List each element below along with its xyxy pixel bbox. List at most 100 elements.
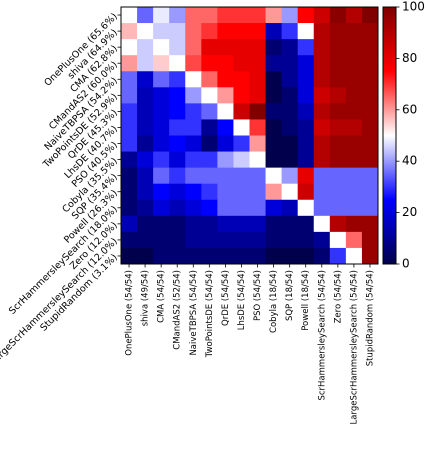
heatmap-cell: [361, 199, 379, 217]
heatmap-cell: [281, 7, 299, 24]
heatmap-cell: [361, 103, 379, 120]
heatmap-cell: [249, 7, 266, 24]
heatmap-cell: [281, 151, 299, 169]
heatmap-cell: [121, 39, 138, 56]
heatmap-cell: [233, 215, 250, 233]
column-label: CMA (54/54): [157, 270, 167, 323]
heatmap-cell: [169, 7, 186, 24]
heatmap-cell: [153, 215, 170, 233]
heatmap-cell: [217, 135, 234, 152]
heatmap-cell: [265, 199, 283, 217]
heatmap-cell: [313, 103, 331, 120]
heatmap-cell: [361, 23, 379, 40]
heatmap-cell: [281, 199, 299, 217]
colorbar-tick-label: 80: [402, 51, 417, 65]
heatmap-cell: [265, 231, 283, 249]
column-label: PSO (54/54): [253, 270, 263, 321]
heatmap-cell: [313, 7, 331, 24]
heatmap-cell: [233, 7, 250, 24]
colorbar-tick-label: 60: [402, 102, 417, 116]
heatmap-cell: [361, 39, 379, 56]
heatmap-cell: [313, 167, 331, 185]
heatmap-cell: [313, 71, 331, 88]
heatmap-cell: [233, 119, 250, 136]
heatmap-cell: [201, 23, 218, 40]
heatmap-cell: [329, 71, 347, 88]
colorbar-tick-label: 0: [402, 257, 410, 271]
heatmap-cell: [153, 167, 170, 185]
heatmap-cell: [137, 231, 154, 249]
heatmap-cell: [201, 71, 218, 88]
heatmap-cell: [185, 199, 202, 217]
heatmap-cell: [233, 231, 250, 249]
heatmap-cell: [297, 247, 315, 265]
heatmap-cell: [313, 119, 331, 136]
heatmap-cell: [121, 87, 138, 104]
heatmap-cell: [361, 119, 379, 136]
heatmap-cell: [201, 151, 218, 169]
heatmap-cell: [217, 23, 234, 40]
heatmap-cell: [249, 135, 266, 152]
heatmap-cell: [297, 87, 315, 104]
heatmap-cell: [345, 215, 363, 233]
heatmap-cell: [313, 55, 331, 72]
column-label: Powell (18/54): [301, 270, 311, 331]
heatmap-cell: [233, 87, 250, 104]
heatmap-cell: [313, 135, 331, 152]
heatmap-cell: [297, 135, 315, 152]
heatmap-cell: [201, 231, 218, 249]
heatmap-cell: [313, 23, 331, 40]
heatmap-cell: [121, 23, 138, 40]
heatmap-cell: [297, 55, 315, 72]
heatmap-cell: [345, 39, 363, 56]
heatmap-cell: [169, 215, 186, 233]
heatmap-cell: [201, 119, 218, 136]
column-label: Zero (54/54): [333, 270, 343, 323]
heatmap-cell: [201, 215, 218, 233]
heatmap-cell: [233, 167, 250, 185]
heatmap-cell: [153, 55, 170, 72]
heatmap-cell: [185, 167, 202, 185]
heatmap-cell: [281, 215, 299, 233]
heatmap-cell: [169, 247, 186, 265]
heatmap-cell: [265, 247, 283, 265]
heatmap-cell: [121, 167, 138, 185]
heatmap-cell: [201, 135, 218, 152]
heatmap-cell: [329, 103, 347, 120]
heatmap-cell: [313, 231, 331, 249]
heatmap-cell: [313, 39, 331, 56]
heatmap-cell: [361, 87, 379, 104]
heatmap-cell: [329, 183, 347, 201]
heatmap-cell: [121, 135, 138, 152]
heatmap-cell: [329, 119, 347, 136]
heatmap-cell: [329, 199, 347, 217]
heatmap-cell: [361, 167, 379, 185]
heatmap-cell: [249, 39, 266, 56]
heatmap-cell: [345, 167, 363, 185]
heatmap-cell: [137, 55, 154, 72]
heatmap-cell: [297, 183, 315, 201]
heatmap-cell: [361, 231, 379, 249]
heatmap-cell: [281, 167, 299, 185]
heatmap-cell: [281, 39, 299, 56]
heatmap-cell: [265, 135, 283, 152]
heatmap-cell: [153, 231, 170, 249]
heatmap-cell: [265, 55, 283, 72]
heatmap-cell: [121, 151, 138, 169]
heatmap-cell: [185, 183, 202, 201]
heatmap-cell: [137, 119, 154, 136]
heatmap-cell: [137, 151, 154, 169]
heatmap-cell: [329, 23, 347, 40]
heatmap-cell: [249, 231, 266, 249]
heatmap-cell: [169, 55, 186, 72]
heatmap-cell: [265, 23, 283, 40]
heatmap-cell: [217, 71, 234, 88]
heatmap-cell: [249, 55, 266, 72]
heatmap-cell: [169, 119, 186, 136]
heatmap-cell: [265, 215, 283, 233]
heatmap-cell: [281, 23, 299, 40]
heatmap-cell: [345, 103, 363, 120]
heatmap-cell: [313, 199, 331, 217]
